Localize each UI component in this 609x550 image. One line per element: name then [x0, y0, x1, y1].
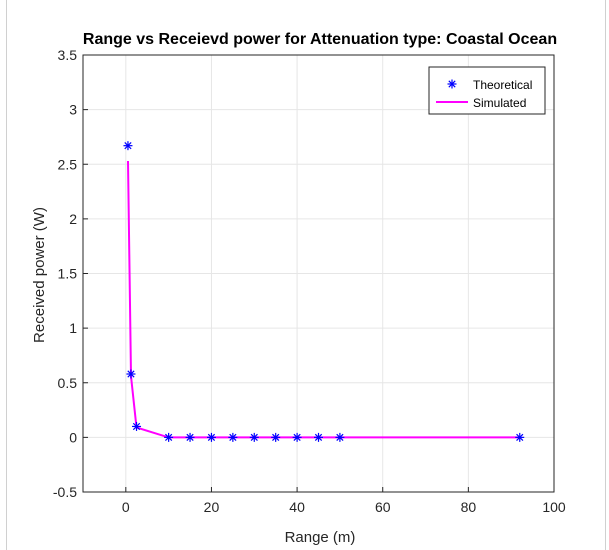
chart-title: Range vs Receievd power for Attenuation … — [83, 31, 557, 48]
data-point-theoretical — [185, 432, 195, 442]
asterisk-stroke — [165, 433, 173, 441]
y-tick-label: 2.5 — [58, 156, 78, 172]
asterisk-stroke — [207, 433, 216, 441]
x-tick-label: 0 — [122, 499, 130, 515]
data-point-theoretical — [314, 432, 323, 442]
data-point-theoretical — [206, 432, 216, 442]
asterisk-stroke — [314, 433, 323, 441]
asterisk-stroke — [516, 433, 524, 441]
x-tick-label: 80 — [461, 499, 477, 515]
x-tick-label: 40 — [289, 499, 305, 515]
legend-theoretical-marker — [447, 79, 457, 89]
y-axis-label: Received power (W) — [31, 207, 48, 343]
legend-simulated-label: Simulated — [473, 96, 526, 110]
x-tick-label: 20 — [204, 499, 220, 515]
data-point-theoretical — [292, 432, 302, 442]
x-tick-label: 60 — [375, 499, 391, 515]
asterisk-stroke — [132, 422, 141, 431]
asterisk-stroke — [448, 80, 456, 88]
legend-theoretical-label: Theoretical — [473, 78, 532, 92]
data-point-theoretical — [228, 432, 238, 442]
y-tick-label: 3 — [69, 102, 77, 118]
window-edge-right — [605, 0, 606, 550]
x-tick-label: 100 — [542, 499, 566, 515]
grid — [83, 54, 555, 493]
window-edge-left — [6, 0, 7, 550]
series — [123, 141, 525, 442]
data-point-theoretical — [132, 421, 142, 431]
asterisk-stroke — [272, 433, 280, 441]
legend-asterisk — [447, 79, 457, 89]
ticks: 0 20 40 60 80 100 -0.5 0 0.5 1 1.5 2 2.5 3 3.5 — [53, 47, 566, 515]
series-line-simulated — [127, 160, 520, 439]
legend: Theoretical Simulated — [428, 66, 546, 115]
asterisk-stroke — [336, 433, 344, 441]
data-point-theoretical — [271, 432, 281, 442]
y-tick-label: 1 — [69, 320, 77, 336]
legend-box — [428, 66, 546, 115]
y-tick-label: 2 — [69, 211, 77, 227]
asterisk-stroke — [250, 433, 258, 441]
data-point-theoretical — [123, 141, 133, 151]
asterisk-stroke — [127, 370, 135, 378]
data-point-theoretical — [164, 432, 174, 442]
y-tick-label: 0 — [69, 429, 77, 445]
x-axis-label: Range (m) — [285, 529, 356, 546]
y-tick-label: 3.5 — [58, 47, 78, 63]
data-point-theoretical — [126, 369, 136, 379]
y-tick-label: 0.5 — [58, 375, 78, 391]
asterisk-stroke — [293, 433, 301, 441]
data-point-theoretical — [515, 432, 525, 442]
y-tick-label: 1.5 — [58, 266, 78, 282]
asterisk-stroke — [124, 142, 132, 150]
data-point-theoretical — [249, 432, 259, 442]
asterisk-stroke — [229, 433, 237, 441]
y-tick-label: -0.5 — [53, 484, 77, 500]
data-point-theoretical — [335, 432, 345, 442]
asterisk-stroke — [186, 433, 194, 441]
